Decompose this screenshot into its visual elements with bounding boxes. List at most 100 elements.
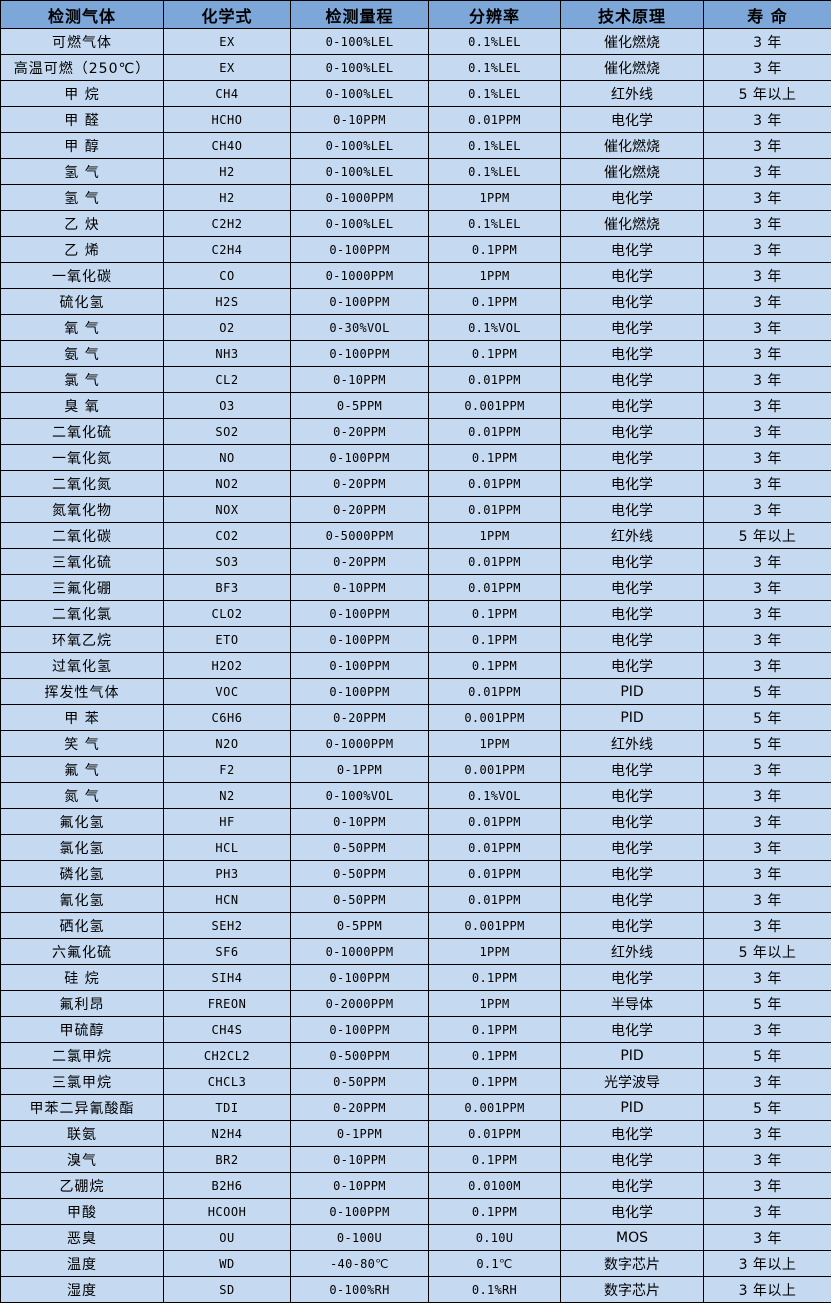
cell-range: 0-50PPM: [291, 887, 429, 913]
cell-formula: EX: [164, 55, 291, 81]
cell-formula: CHCL3: [164, 1069, 291, 1095]
cell-life: 5 年以上: [704, 939, 831, 965]
cell-range: 0-100%LEL: [291, 29, 429, 55]
cell-res: 0.01PPM: [429, 107, 561, 133]
cell-tech: 电化学: [561, 965, 704, 991]
cell-range: 0-20PPM: [291, 549, 429, 575]
cell-formula: CH4: [164, 81, 291, 107]
cell-res: 0.01PPM: [429, 679, 561, 705]
cell-formula: SO3: [164, 549, 291, 575]
cell-life: 3 年: [704, 1017, 831, 1043]
cell-formula: CH4S: [164, 1017, 291, 1043]
cell-formula: TDI: [164, 1095, 291, 1121]
cell-life: 3 年: [704, 783, 831, 809]
cell-life: 3 年: [704, 133, 831, 159]
cell-range: 0-20PPM: [291, 497, 429, 523]
cell-range: 0-20PPM: [291, 419, 429, 445]
cell-gas: 三氯甲烷: [1, 1069, 164, 1095]
cell-res: 0.10U: [429, 1225, 561, 1251]
cell-tech: 电化学: [561, 1017, 704, 1043]
cell-range: 0-5PPM: [291, 913, 429, 939]
cell-gas: 三氟化硼: [1, 575, 164, 601]
cell-range: 0-100PPM: [291, 237, 429, 263]
cell-gas: 甲 烷: [1, 81, 164, 107]
cell-formula: HF: [164, 809, 291, 835]
cell-life: 3 年: [704, 653, 831, 679]
cell-gas: 联氨: [1, 1121, 164, 1147]
cell-life: 3 年以上: [704, 1277, 831, 1303]
cell-range: 0-100%VOL: [291, 783, 429, 809]
cell-formula: VOC: [164, 679, 291, 705]
cell-life: 3 年: [704, 757, 831, 783]
cell-gas: 乙 炔: [1, 211, 164, 237]
cell-formula: CO2: [164, 523, 291, 549]
cell-range: 0-1000PPM: [291, 263, 429, 289]
cell-formula: B2H6: [164, 1173, 291, 1199]
cell-life: 5 年: [704, 1095, 831, 1121]
cell-life: 3 年: [704, 289, 831, 315]
cell-formula: C6H6: [164, 705, 291, 731]
cell-res: 0.1%LEL: [429, 211, 561, 237]
cell-gas: 一氧化氮: [1, 445, 164, 471]
cell-range: 0-500PPM: [291, 1043, 429, 1069]
cell-gas: 臭 氧: [1, 393, 164, 419]
cell-life: 3 年: [704, 55, 831, 81]
cell-gas: 甲 醛: [1, 107, 164, 133]
cell-formula: SD: [164, 1277, 291, 1303]
cell-res: 0.1PPM: [429, 601, 561, 627]
cell-formula: O3: [164, 393, 291, 419]
cell-range: 0-10PPM: [291, 367, 429, 393]
cell-res: 0.1PPM: [429, 965, 561, 991]
cell-res: 0.01PPM: [429, 835, 561, 861]
cell-gas: 恶臭: [1, 1225, 164, 1251]
cell-formula: HCN: [164, 887, 291, 913]
cell-res: 0.01PPM: [429, 471, 561, 497]
cell-res: 0.1PPM: [429, 1199, 561, 1225]
cell-range: 0-100U: [291, 1225, 429, 1251]
cell-formula: H2S: [164, 289, 291, 315]
cell-formula: FREON: [164, 991, 291, 1017]
cell-range: 0-1000PPM: [291, 939, 429, 965]
cell-gas: 甲 醇: [1, 133, 164, 159]
cell-range: 0-5PPM: [291, 393, 429, 419]
cell-formula: BF3: [164, 575, 291, 601]
cell-res: 0.1%RH: [429, 1277, 561, 1303]
cell-gas: 环氧乙烷: [1, 627, 164, 653]
cell-tech: 电化学: [561, 809, 704, 835]
cell-tech: 电化学: [561, 913, 704, 939]
cell-res: 0.001PPM: [429, 393, 561, 419]
cell-gas: 乙 烯: [1, 237, 164, 263]
cell-tech: 电化学: [561, 1121, 704, 1147]
cell-life: 3 年: [704, 159, 831, 185]
cell-range: 0-5000PPM: [291, 523, 429, 549]
cell-tech: 电化学: [561, 263, 704, 289]
cell-tech: 数字芯片: [561, 1277, 704, 1303]
cell-tech: 催化燃烧: [561, 29, 704, 55]
cell-res: 0.1PPM: [429, 289, 561, 315]
table-header-row: 检测气体 化学式 检测量程 分辨率 技术原理 寿 命: [1, 1, 831, 29]
cell-life: 3 年: [704, 315, 831, 341]
cell-life: 3 年以上: [704, 1251, 831, 1277]
cell-formula: WD: [164, 1251, 291, 1277]
cell-life: 5 年以上: [704, 81, 831, 107]
cell-life: 5 年: [704, 731, 831, 757]
cell-formula: H2O2: [164, 653, 291, 679]
cell-range: 0-20PPM: [291, 705, 429, 731]
cell-life: 3 年: [704, 185, 831, 211]
cell-tech: 电化学: [561, 783, 704, 809]
